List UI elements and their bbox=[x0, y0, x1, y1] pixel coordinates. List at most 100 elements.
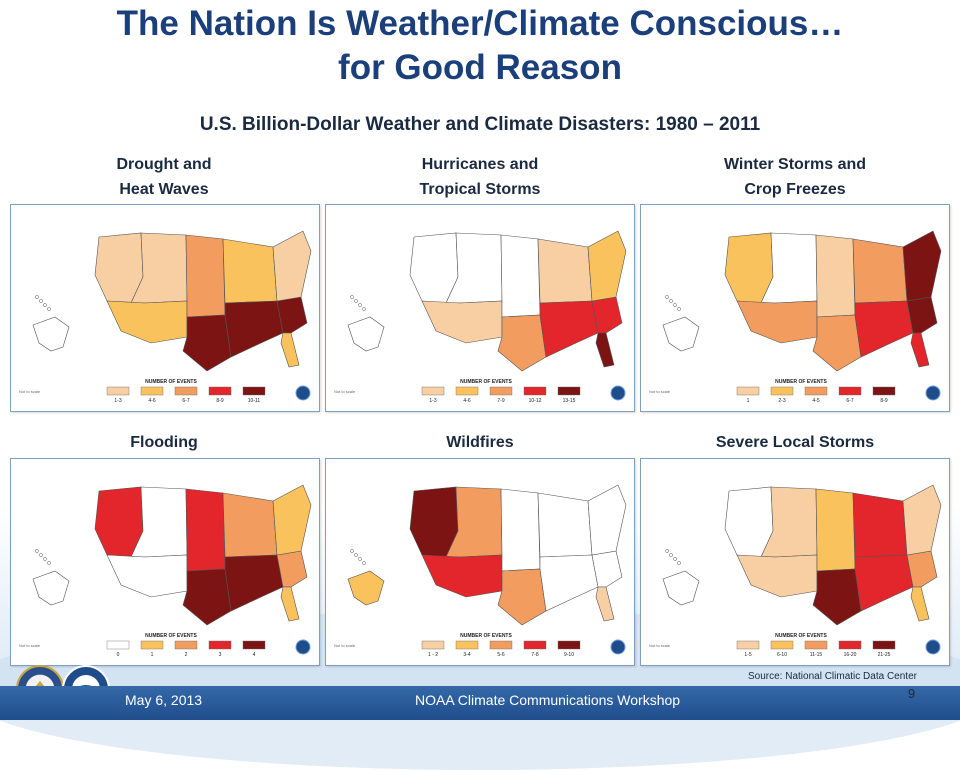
legend-label: 5-6 bbox=[497, 652, 504, 658]
legend-swatch bbox=[208, 386, 232, 396]
map-panel: NUMBER OF EVENTS 1-3 4-6 6-7 8-9 10-11 Not to … bbox=[10, 204, 320, 412]
legend-swatch bbox=[421, 640, 445, 650]
noaa-badge-icon bbox=[610, 385, 626, 401]
panel-label-wildfires: Wildfires bbox=[330, 430, 630, 455]
map-inset-hawaii-island bbox=[362, 307, 366, 311]
map-region-plains bbox=[815, 488, 856, 572]
panel-label-line1: Winter Storms and bbox=[723, 156, 867, 173]
legend-swatch bbox=[106, 386, 130, 396]
legend-swatch bbox=[523, 640, 547, 650]
map-region-south bbox=[224, 554, 284, 612]
legend-swatch bbox=[140, 386, 164, 396]
map-region-florida bbox=[595, 332, 615, 368]
map-inset-hawaii-island bbox=[35, 295, 39, 299]
legend-swatch bbox=[557, 386, 581, 396]
scale-note: Not to scale bbox=[334, 643, 356, 648]
legend-label: 16-20 bbox=[844, 652, 857, 658]
map-inset-hawaii-island bbox=[47, 307, 51, 311]
legend-label: 10-11 bbox=[248, 398, 261, 404]
legend-swatch bbox=[489, 640, 513, 650]
legend-swatch bbox=[106, 640, 130, 650]
us-state-map: NUMBER OF EVENTS 1-3 4-6 6-7 8-9 10-11 Not to … bbox=[19, 230, 312, 404]
scale-note: Not to scale bbox=[649, 389, 671, 394]
legend-label: 11-15 bbox=[810, 652, 823, 658]
map-region-texas bbox=[497, 568, 547, 626]
panel-label-line2: Crop Freezes bbox=[744, 181, 846, 198]
map-inset-hawaii-island bbox=[673, 557, 677, 561]
map-region-plains bbox=[185, 488, 226, 572]
map-inset-hawaii-island bbox=[362, 561, 366, 565]
map-region-texas bbox=[182, 568, 232, 626]
legend-label: 1-3 bbox=[429, 398, 436, 404]
map-panel: NUMBER OF EVENTS 0 1 2 3 4 Not to scale bbox=[10, 458, 320, 666]
map-region-southwest bbox=[421, 554, 503, 598]
map-region-south bbox=[224, 300, 284, 358]
map-region-florida bbox=[595, 586, 615, 622]
legend-swatch bbox=[140, 640, 164, 650]
map-panel: NUMBER OF EVENTS 1-5 6-10 11-15 16-20 21-25 No… bbox=[640, 458, 950, 666]
panel-label-line2: Tropical Storms bbox=[419, 181, 541, 198]
map-inset-hawaii-island bbox=[358, 557, 362, 561]
legend-label: 6-7 bbox=[182, 398, 189, 404]
panel-label-line2: Heat Waves bbox=[119, 181, 209, 198]
legend-swatch bbox=[489, 386, 513, 396]
us-state-map: NUMBER OF EVENTS 0 1 2 3 4 Not to scale bbox=[19, 484, 312, 658]
map-region-south bbox=[539, 554, 599, 612]
map-inset-hawaii-island bbox=[39, 553, 43, 557]
legend-label: 0 bbox=[117, 652, 120, 658]
map-inset-hawaii-island bbox=[354, 553, 358, 557]
legend-label: 3-4 bbox=[463, 652, 470, 658]
map-region-florida bbox=[280, 332, 300, 368]
legend-label: 9-10 bbox=[564, 652, 574, 658]
legend-label: 7-9 bbox=[497, 398, 504, 404]
panel-label-line1: Drought and bbox=[116, 156, 212, 173]
map-region-south bbox=[539, 300, 599, 358]
footer-date: May 6, 2013 bbox=[125, 692, 203, 708]
legend-swatch bbox=[804, 640, 828, 650]
map-inset-hawaii-island bbox=[669, 553, 673, 557]
legend-swatch bbox=[557, 640, 581, 650]
legend-label: 1 - 2 bbox=[428, 652, 438, 658]
legend-title: NUMBER OF EVENTS bbox=[145, 633, 197, 639]
legend-label: 13-15 bbox=[563, 398, 576, 404]
map-region-northeast bbox=[902, 230, 942, 302]
map-region-texas bbox=[182, 314, 232, 372]
legend-label: 2 bbox=[185, 652, 188, 658]
legend-swatch bbox=[455, 640, 479, 650]
legend-swatch bbox=[174, 386, 198, 396]
map-panel: NUMBER OF EVENTS 1 - 2 3-4 5-6 7-8 9-10 Not to… bbox=[325, 458, 635, 666]
map-inset-alaska bbox=[347, 316, 385, 352]
legend-swatch bbox=[523, 386, 547, 396]
legend-swatch bbox=[838, 640, 862, 650]
map-region-texas bbox=[812, 568, 862, 626]
slide-subtitle: U.S. Billion-Dollar Weather and Climate … bbox=[199, 114, 761, 135]
map-inset-hawaii-island bbox=[665, 549, 669, 553]
panel-label-line1: Flooding bbox=[130, 434, 198, 451]
map-inset-hawaii-island bbox=[677, 307, 681, 311]
map-region-midwest bbox=[852, 238, 908, 304]
map-inset-alaska bbox=[662, 570, 700, 606]
map-region-midwest bbox=[222, 492, 278, 558]
map-inset-hawaii-island bbox=[665, 295, 669, 299]
map-region-southwest bbox=[421, 300, 503, 344]
legend-swatch bbox=[804, 386, 828, 396]
legend-label: 1 bbox=[151, 652, 154, 658]
map-region-northeast bbox=[272, 484, 312, 556]
legend-swatch bbox=[770, 386, 794, 396]
legend-label: 6-10 bbox=[777, 652, 787, 658]
map-inset-alaska bbox=[662, 316, 700, 352]
panel-label-line1: Wildfires bbox=[446, 434, 514, 451]
noaa-badge-icon bbox=[295, 639, 311, 655]
legend-swatch bbox=[872, 640, 896, 650]
map-region-texas bbox=[497, 314, 547, 372]
scale-note: Not to scale bbox=[19, 643, 41, 648]
page-number: 9 bbox=[908, 686, 916, 701]
noaa-badge-icon bbox=[925, 639, 941, 655]
panel-label-winter-storms: Winter Storms and Crop Freezes bbox=[645, 152, 945, 202]
legend-swatch bbox=[174, 640, 198, 650]
map-inset-hawaii-island bbox=[39, 299, 43, 303]
map-region-southwest bbox=[106, 300, 188, 344]
panel-label-drought: Drought and Heat Waves bbox=[14, 152, 314, 202]
legend-swatch bbox=[421, 386, 445, 396]
legend-swatch bbox=[838, 386, 862, 396]
